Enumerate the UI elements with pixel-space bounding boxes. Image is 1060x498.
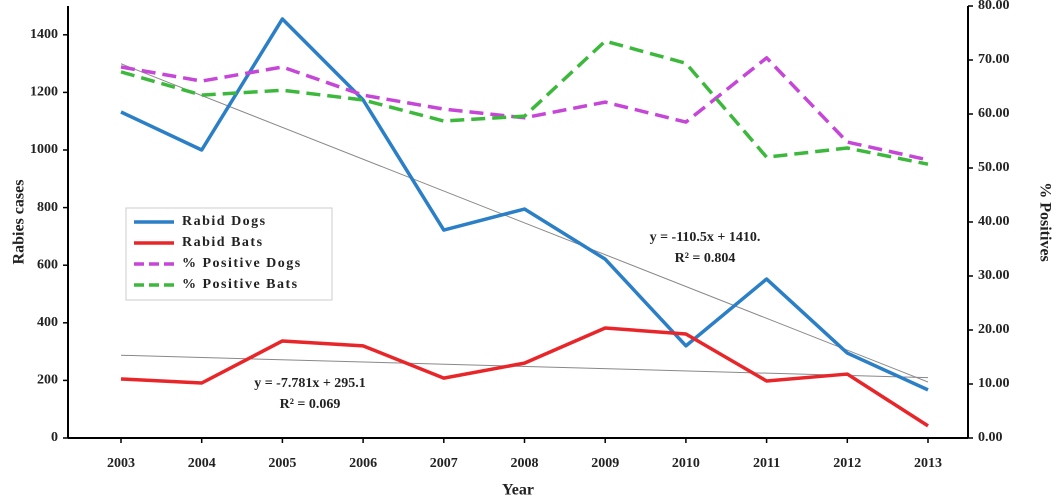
- x-tick-label: 2007: [430, 456, 458, 471]
- y-tick-label: 600: [37, 257, 58, 272]
- legend-label: % Positive Bats: [182, 277, 299, 292]
- x-tick-label: 2008: [511, 456, 539, 471]
- x-axis-title: Year: [502, 482, 534, 498]
- x-tick-label: 2003: [107, 456, 135, 471]
- y2-tick-label: 10.00: [978, 376, 1010, 391]
- y-tick-label: 800: [37, 200, 58, 215]
- series-line: [120, 326, 929, 428]
- trend-line: [120, 63, 929, 383]
- series-line: [120, 56, 929, 162]
- y2-tick-label: 80.00: [978, 0, 1010, 13]
- x-tick-label: 2004: [188, 456, 216, 471]
- y2-tick-label: 40.00: [978, 214, 1010, 229]
- y-tick-label: 1200: [30, 85, 58, 100]
- series-line: [120, 39, 929, 166]
- trend-r2: R² = 0.804: [675, 251, 736, 266]
- x-tick-label: 2009: [591, 456, 619, 471]
- series-line: [120, 17, 929, 392]
- legend-label: Rabid Dogs: [182, 214, 267, 229]
- y-tick-label: 200: [37, 373, 58, 388]
- trend-equation: y = -7.781x + 295.1: [254, 376, 366, 391]
- y-tick-label: 1400: [30, 27, 58, 42]
- y2-tick-label: 60.00: [978, 106, 1010, 121]
- legend-label: Rabid Bats: [182, 235, 264, 250]
- y-tick-label: 1000: [30, 142, 58, 157]
- trend-line: [120, 354, 929, 379]
- y-tick-label: 400: [37, 315, 58, 330]
- x-tick-label: 2005: [268, 456, 296, 471]
- x-tick-label: 2006: [349, 456, 377, 471]
- y-axis-title: Rabies cases: [11, 180, 28, 265]
- x-tick-label: 2011: [753, 456, 780, 471]
- trend-equation: y = -110.5x + 1410.: [650, 230, 761, 245]
- y2-tick-label: 70.00: [978, 52, 1010, 67]
- x-tick-label: 2013: [914, 456, 942, 471]
- y2-axis-title: % Positives: [1036, 182, 1053, 262]
- x-tick-label: 2012: [833, 456, 861, 471]
- x-tick-label: 2010: [672, 456, 700, 471]
- legend-label: % Positive Dogs: [182, 256, 302, 271]
- y2-tick-label: 30.00: [978, 268, 1010, 283]
- y2-tick-label: 0.00: [978, 430, 1003, 445]
- y2-tick-label: 50.00: [978, 160, 1010, 175]
- trend-r2: R² = 0.069: [280, 397, 341, 412]
- y-tick-label: 0: [51, 430, 58, 445]
- y2-tick-label: 20.00: [978, 322, 1010, 337]
